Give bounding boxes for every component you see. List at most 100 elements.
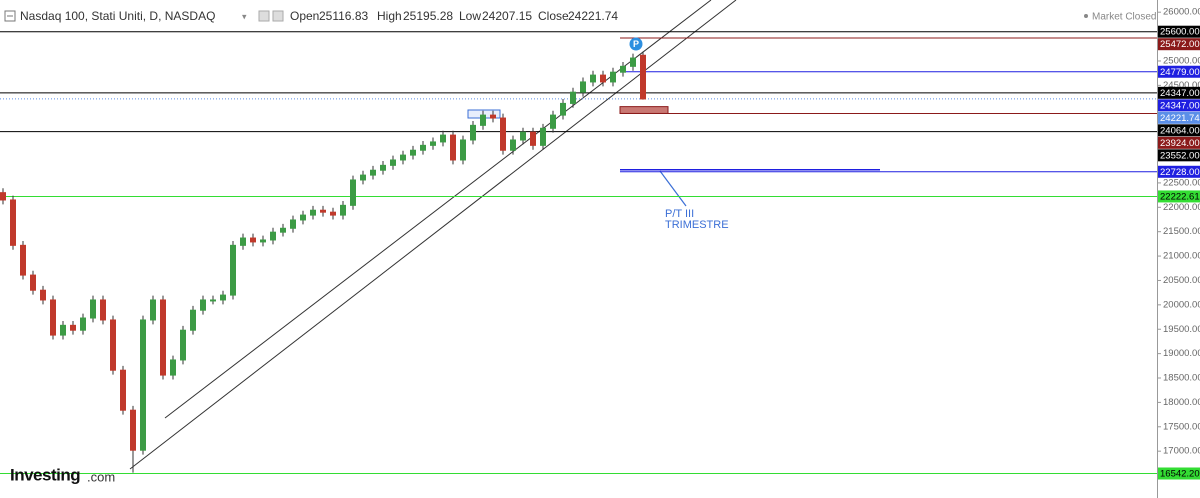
price-tag [1158, 65, 1200, 78]
candle-body [570, 91, 576, 104]
close-icon[interactable] [272, 10, 284, 22]
annotation-text: P/T III [665, 208, 694, 220]
y-tick-label: 17000.00 [1163, 446, 1200, 457]
candle-body [130, 409, 136, 451]
price-tag [1158, 38, 1200, 51]
y-tick-label: 22000.00 [1163, 202, 1200, 213]
candle-body [80, 317, 86, 331]
y-tick-label: 19500.00 [1163, 324, 1200, 335]
price-zone [619, 106, 669, 114]
y-tick-label: 17500.00 [1163, 421, 1200, 432]
candle-body [200, 299, 206, 311]
y-tick-label: 19000.00 [1163, 348, 1200, 359]
candle-body [260, 239, 266, 243]
price-tag [1158, 124, 1200, 137]
candle-body [30, 274, 36, 291]
price-tag-label: 22728.00 [1160, 167, 1200, 178]
close-label: Close [538, 9, 569, 23]
candle-body [140, 319, 146, 451]
y-tick-label: 22500.00 [1163, 177, 1200, 188]
trend-line [129, 0, 737, 470]
y-tick-label: 20500.00 [1163, 275, 1200, 286]
annotation-text: TRIMESTRE [665, 219, 729, 231]
candle-body [410, 149, 416, 156]
candle-body [400, 154, 406, 161]
event-marker-letter: P [633, 39, 639, 49]
low-label: Low [459, 9, 481, 23]
y-tick-label: 21500.00 [1163, 226, 1200, 237]
price-tag [1158, 99, 1200, 112]
status-dot [1084, 14, 1088, 18]
logo-suffix: .com [87, 469, 115, 484]
candle-body [160, 299, 166, 376]
candle-body [0, 192, 6, 201]
high-label: High [377, 9, 402, 23]
candle-body [290, 219, 296, 229]
price-tag [1158, 467, 1200, 480]
collapse-icon[interactable] [4, 10, 16, 22]
price-tag [1158, 136, 1200, 149]
candle-body [540, 127, 546, 146]
candle-body [630, 57, 636, 67]
candle-body [150, 299, 156, 321]
candle-body [390, 159, 396, 166]
candles [0, 51, 646, 473]
candle-body [310, 209, 316, 216]
candle-body [470, 124, 476, 141]
candle-body [340, 204, 346, 216]
price-tag [1158, 111, 1200, 124]
candle-body [280, 227, 286, 233]
y-tick-label: 20000.00 [1163, 299, 1200, 310]
candle-body [450, 134, 456, 161]
price-tag [1158, 25, 1200, 38]
candle-body [380, 164, 386, 171]
logo: Investing [10, 465, 80, 484]
candle-body [230, 244, 236, 296]
event-marker[interactable] [629, 37, 643, 51]
price-tag-label: 24347.00 [1160, 88, 1200, 99]
candle-body [50, 299, 56, 336]
candle-body [420, 144, 426, 151]
levels [0, 31, 1157, 475]
candle-body [600, 74, 606, 83]
candle-body [330, 211, 336, 216]
candle-body [510, 139, 516, 151]
candle-body [530, 131, 536, 146]
candle-body [60, 324, 66, 336]
price-tag [1158, 86, 1200, 99]
candle-body [580, 81, 586, 93]
candle-body [360, 174, 366, 181]
price-tag [1158, 149, 1200, 162]
y-tick-label: 21000.00 [1163, 251, 1200, 262]
candle-body [270, 231, 276, 241]
dropdown-icon[interactable]: ▾ [242, 11, 247, 21]
candle-body [320, 209, 326, 213]
settings-icon[interactable] [258, 10, 270, 22]
price-tag-label: 24779.00 [1160, 67, 1200, 78]
price-tag-label: 16542.20 [1160, 469, 1200, 480]
close-value: 24221.74 [568, 9, 618, 23]
candle-body [550, 114, 556, 129]
candle-body [120, 369, 126, 411]
candle-body [520, 131, 526, 141]
y-tick-label: 18000.00 [1163, 397, 1200, 408]
candle-body [610, 71, 616, 83]
candle-body [170, 359, 176, 376]
y-axis: 26000.00 25000.00 24500.00 22500.00 22000.00… [1158, 7, 1200, 480]
candle-body [370, 169, 376, 176]
high-value: 25195.28 [403, 9, 453, 23]
y-tick-label: 26000.00 [1163, 7, 1200, 18]
price-tag-label: 23552.00 [1160, 150, 1200, 161]
open-label: Open [290, 9, 319, 23]
price-tag-label: 25600.00 [1160, 27, 1200, 38]
candle-body [250, 237, 256, 243]
candle-body [10, 199, 16, 246]
candle-body [620, 65, 626, 73]
candle-body [210, 299, 216, 302]
candle-body [100, 299, 106, 321]
price-tag-label: 24064.00 [1160, 125, 1200, 136]
candle-body [70, 324, 76, 331]
market-status: Market Closed [1092, 12, 1156, 23]
price-tag-label: 24221.74 [1160, 113, 1200, 124]
candle-body [20, 244, 26, 276]
